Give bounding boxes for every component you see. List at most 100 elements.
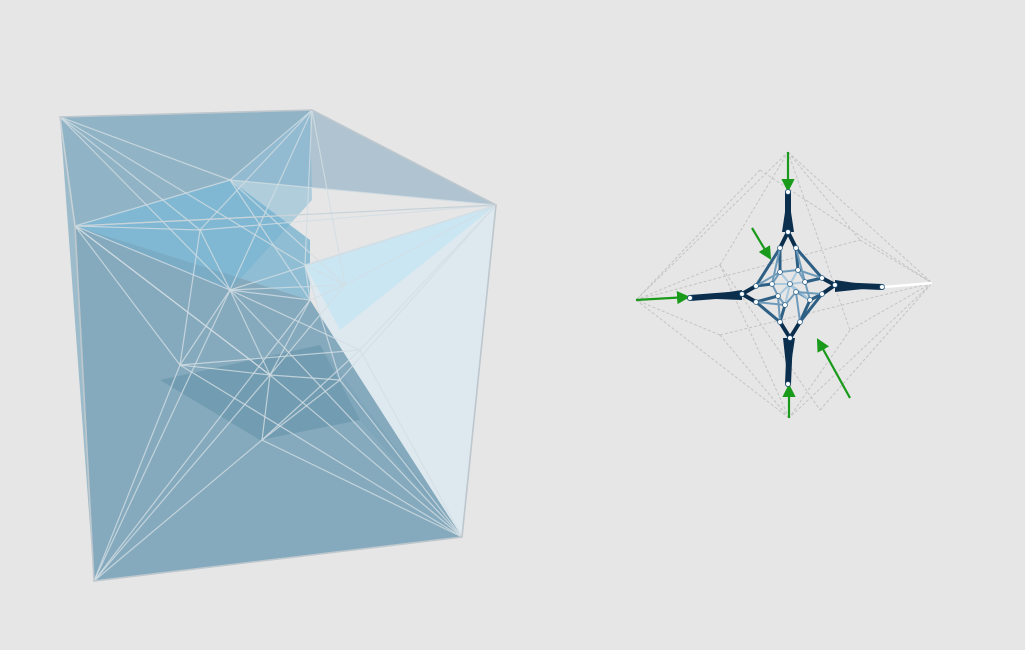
structure-member — [820, 283, 837, 296]
structure-member — [798, 298, 812, 324]
polyhedron-edge — [229, 289, 271, 376]
polyhedron-edge — [359, 204, 497, 351]
structure-member — [779, 271, 791, 285]
guide-line — [788, 329, 851, 419]
structure-node — [785, 381, 791, 387]
polyhedron-edge — [93, 299, 311, 582]
structure-node — [753, 283, 759, 289]
structure-member — [795, 291, 823, 295]
polyhedron-edge — [59, 116, 231, 291]
polyhedron-edge — [229, 284, 346, 291]
structure-member — [777, 295, 786, 306]
guide-line — [759, 169, 933, 284]
guide-line — [788, 282, 933, 419]
structure-member — [820, 276, 837, 287]
structure-member — [779, 269, 799, 273]
structure-node — [687, 295, 693, 301]
guide-line — [787, 151, 851, 331]
structure-node — [777, 245, 783, 251]
polyhedron-edge — [179, 289, 231, 366]
polyhedron-edge — [229, 204, 497, 291]
guide-line — [635, 299, 790, 419]
guide-line — [635, 169, 761, 301]
structure-member — [797, 269, 806, 283]
structure-member — [784, 283, 791, 306]
structure-node — [832, 282, 838, 288]
guide-line — [635, 239, 861, 301]
structure-node — [782, 302, 788, 308]
structure-node — [777, 319, 783, 325]
polyhedron-edge — [179, 349, 361, 366]
face-top-right — [230, 110, 496, 205]
polyhedron-edge — [304, 264, 311, 301]
polyhedron-edge — [93, 364, 181, 582]
structure-member — [771, 271, 781, 285]
structure-member — [804, 281, 811, 301]
member-wedge — [690, 290, 742, 300]
structure-node — [753, 299, 759, 305]
polyhedron-edge — [311, 109, 346, 286]
structure-member — [794, 246, 800, 272]
structure-node — [785, 189, 791, 195]
structure-member — [754, 246, 782, 288]
load-arrow — [816, 338, 851, 399]
polyhedron-edge — [304, 264, 346, 286]
polyhedron-edge — [229, 109, 313, 181]
guide-line — [719, 282, 933, 336]
polyhedron-edge — [93, 289, 231, 582]
applied-loads — [635, 152, 933, 418]
polyhedron-edge — [229, 289, 361, 351]
structure-node — [802, 279, 808, 285]
face-front-left — [75, 226, 310, 581]
polyhedral-force-diagram[interactable] — [0, 0, 540, 640]
polyhedron-edge — [359, 349, 463, 538]
guide-line — [719, 334, 790, 419]
polyhedron-edge — [269, 284, 346, 376]
structure-member — [795, 247, 806, 283]
structure-node — [739, 291, 745, 297]
polyhedron-edge — [229, 289, 311, 301]
face-upper-blue — [75, 110, 312, 290]
polyhedron-outline-inner — [59, 116, 497, 227]
structure-member — [740, 284, 758, 296]
structure-member — [794, 246, 824, 280]
guide-line — [859, 239, 933, 284]
polyhedron-edge — [74, 179, 231, 227]
structure-member — [789, 269, 799, 285]
structure-members — [687, 189, 885, 387]
structure-member — [785, 335, 793, 387]
structure-node — [879, 284, 885, 290]
polyhedron-edge — [179, 364, 463, 538]
polyhedron-edge — [179, 364, 271, 376]
polyhedron-edge — [344, 204, 497, 286]
load-arrow — [751, 227, 772, 260]
reaction-arrow — [883, 281, 933, 289]
polyhedron-edge — [229, 289, 463, 538]
structure-member — [832, 282, 885, 290]
polyhedron-edge — [59, 116, 231, 181]
polyhedron-edge — [304, 264, 341, 381]
load-arrow — [635, 291, 691, 305]
structure-member — [788, 320, 802, 340]
structure-node — [787, 335, 793, 341]
polyhedron-edge — [93, 439, 263, 582]
guide-line — [719, 264, 790, 419]
polyhedron-edge — [199, 229, 231, 291]
structure-member — [789, 281, 806, 285]
structure-member — [795, 291, 811, 301]
structure-node — [819, 275, 825, 281]
guide-line — [787, 151, 933, 284]
structure-node — [793, 245, 799, 251]
face-top-left — [60, 110, 312, 226]
polyhedron-edge — [339, 379, 463, 538]
structure-member — [771, 247, 781, 285]
face-mid-dark — [160, 345, 360, 440]
face-inner-light — [305, 205, 496, 330]
structure-member — [754, 282, 774, 288]
structure-member — [778, 303, 787, 324]
polyhedron-edge — [74, 225, 231, 291]
polyhedron-edge — [59, 116, 306, 266]
member-wedge — [782, 192, 794, 232]
polyhedron-edge — [261, 349, 361, 441]
